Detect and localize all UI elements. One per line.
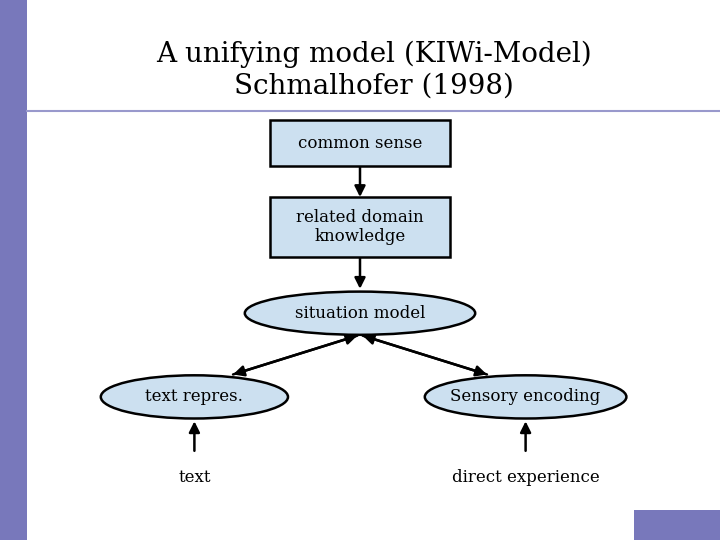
Bar bbox=[634, 510, 720, 540]
Text: text repres.: text repres. bbox=[145, 388, 243, 406]
Text: Sensory encoding: Sensory encoding bbox=[451, 388, 600, 406]
Text: related domain
knowledge: related domain knowledge bbox=[296, 208, 424, 245]
FancyBboxPatch shape bbox=[270, 197, 450, 256]
Ellipse shape bbox=[245, 292, 475, 335]
Text: text: text bbox=[178, 469, 211, 487]
Ellipse shape bbox=[425, 375, 626, 418]
Text: common sense: common sense bbox=[298, 134, 422, 152]
Text: A unifying model (KIWi-Model): A unifying model (KIWi-Model) bbox=[156, 40, 593, 68]
FancyBboxPatch shape bbox=[270, 120, 450, 166]
Bar bbox=[0, 0, 27, 540]
Ellipse shape bbox=[101, 375, 288, 418]
Text: Schmalhofer (1998): Schmalhofer (1998) bbox=[235, 73, 514, 100]
Text: direct experience: direct experience bbox=[451, 469, 600, 487]
Text: situation model: situation model bbox=[294, 305, 426, 322]
